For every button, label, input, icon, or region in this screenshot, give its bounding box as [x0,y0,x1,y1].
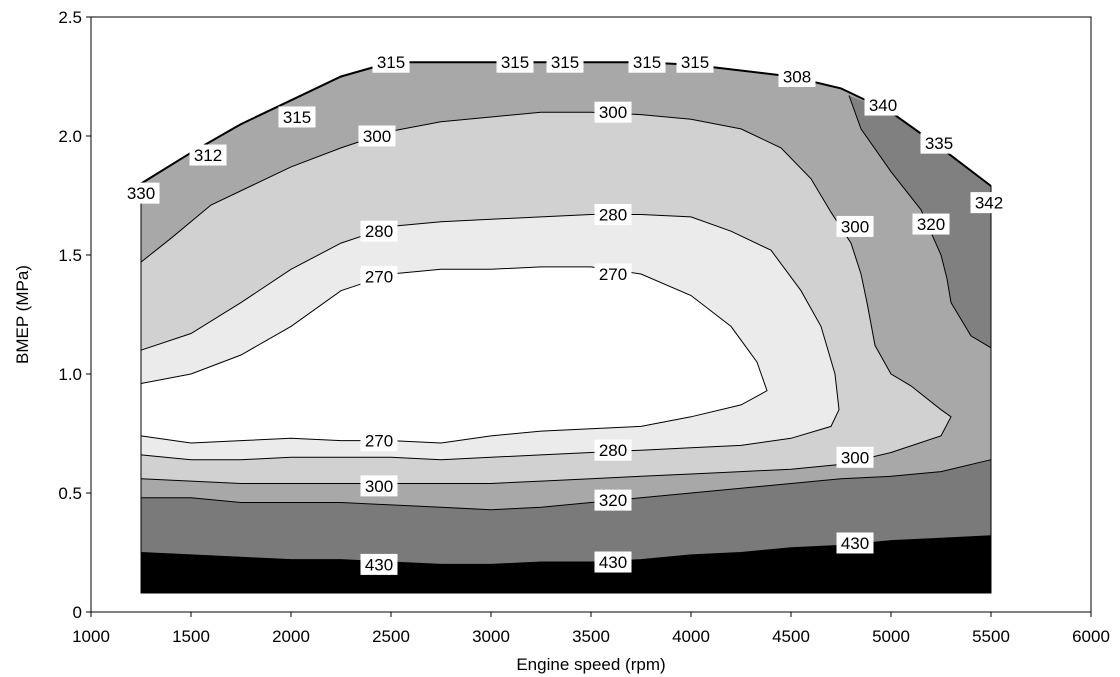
contour-line-320 [141,459,992,511]
y-axis: 0 0.5 1.0 1.5 2.0 2.5 [58,8,91,622]
contour-label-box [360,475,398,497]
contour-label-box [360,265,398,287]
region-high-right-320 [849,95,991,348]
contour-label: 330 [127,184,155,203]
x-tick-label: 1000 [72,627,110,646]
y-tick-label: 1.0 [58,365,82,384]
contour-label: 300 [363,127,391,146]
contour-label: 340 [869,96,897,115]
contour-label-box [594,489,632,511]
contour-label-box [594,551,632,573]
x-tick-label: 3500 [572,627,610,646]
contour-label-box [836,532,874,554]
contour-label-box [372,51,410,73]
contour-label: 315 [551,53,579,72]
contour-label: 270 [365,432,393,451]
x-axis: 1000 1500 2000 2500 3000 3500 4000 4500 5000 5500… [72,612,1110,646]
y-axis-title: BMEP (MPa) [13,265,32,364]
contour-label: 300 [599,103,627,122]
contour-label-box [594,263,632,285]
contour-label: 315 [501,53,529,72]
x-tick-label: 2500 [372,627,410,646]
contour-label-box [546,51,584,73]
contour-label: 320 [599,491,627,510]
contour-label-box [122,182,160,204]
contour-label: 315 [681,53,709,72]
contour-label: 320 [917,215,945,234]
contour-label-box [836,446,874,468]
contour-labels: 330 312 315 315 315 315 315 315 308 340 335 342 300 3… [122,51,1008,575]
contour-label-box [676,51,714,73]
contour-label: 280 [599,441,627,460]
contour-label: 300 [841,217,869,236]
contour-label: 430 [599,553,627,572]
contour-line-320-right [848,95,992,349]
contour-label-box [836,215,874,237]
y-tick-label: 2.5 [58,8,82,27]
contour-label-box [360,220,398,242]
contour-label-box [594,439,632,461]
x-axis-title: Engine speed (rpm) [516,655,665,674]
contour-label: 280 [599,206,627,225]
y-tick-label: 0 [73,603,82,622]
contour-label-box [594,204,632,226]
contour-label: 270 [599,265,627,284]
contour-label: 315 [633,53,661,72]
x-tick-label: 4500 [772,627,810,646]
contour-label: 430 [841,534,869,553]
map-edges [140,186,992,594]
contour-label-box [864,94,902,116]
region-bsfc-430 [141,535,991,593]
contour-label: 430 [365,555,393,574]
contour-label-box [912,213,950,235]
contour-label: 300 [365,477,393,496]
contour-label: 308 [783,68,811,87]
contour-label-box [278,106,316,128]
contour-label: 270 [365,267,393,286]
x-tick-label: 5000 [872,627,910,646]
contour-label-box [360,430,398,452]
contour-line-280 [140,214,840,461]
contour-label: 315 [283,108,311,127]
contour-label-box [360,553,398,575]
contour-label: 312 [194,146,222,165]
x-tick-label: 1500 [172,627,210,646]
contour-line-300 [140,111,952,484]
y-tick-label: 1.5 [58,246,82,265]
contour-label-box [920,132,958,154]
y-tick-label: 0.5 [58,484,82,503]
contour-label-box [189,144,227,166]
x-tick-label: 4000 [672,627,710,646]
contour-label-box [496,51,534,73]
contour-label-box [778,66,816,87]
plot-fills [141,62,991,593]
region-bsfc-below-270 [141,266,767,443]
contour-label: 280 [365,222,393,241]
x-tick-label: 5500 [972,627,1010,646]
x-tick-label: 2000 [272,627,310,646]
contour-label: 342 [975,194,1003,213]
x-tick-label: 6000 [1072,627,1110,646]
contour-label-box [358,125,396,147]
contour-label: 300 [841,448,869,467]
contour-label-box [628,51,666,73]
x-tick-label: 3000 [472,627,510,646]
y-tick-label: 2.0 [58,127,82,146]
contour-label-box [970,192,1008,214]
contour-label-box [594,101,632,123]
contour-label: 315 [377,53,405,72]
contour-label: 335 [925,134,953,153]
